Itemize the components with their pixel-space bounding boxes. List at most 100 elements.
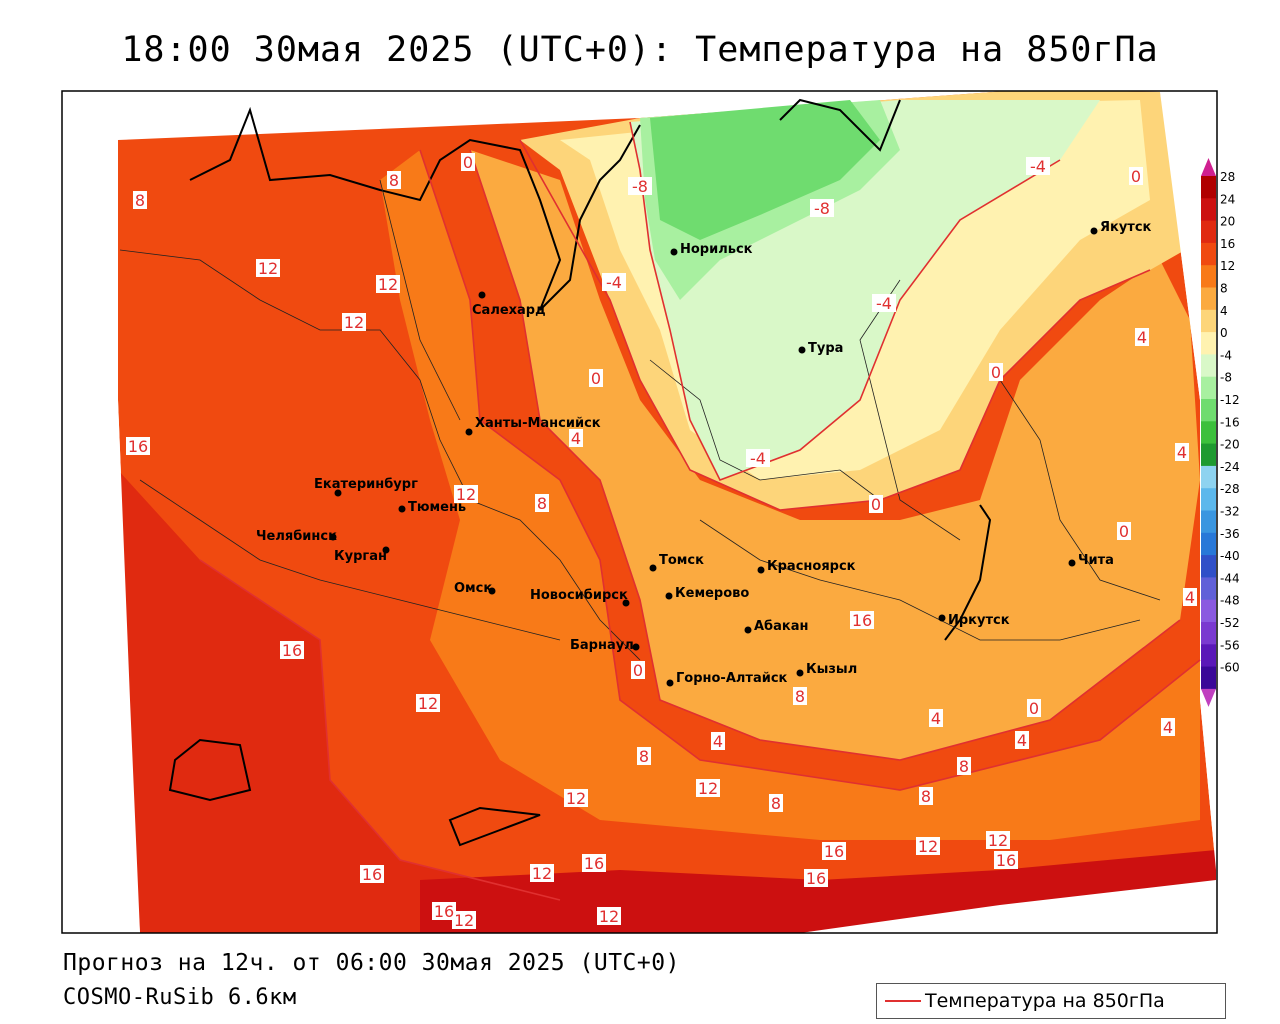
colorbar-tick-label: 24	[1220, 192, 1235, 206]
city-label: Омск	[454, 581, 492, 596]
colorbar-top-arrow	[1201, 158, 1216, 176]
colorbar-tick-label: 20	[1220, 215, 1235, 229]
colorbar-swatch	[1201, 622, 1216, 645]
isotherm-label: 4	[1137, 328, 1147, 347]
isotherm-label-bg	[589, 369, 603, 387]
isotherm-label-bg	[454, 485, 478, 503]
isotherm-label-bg	[1027, 699, 1041, 717]
isotherm-label: 16	[282, 641, 302, 660]
isotherm-label-bg	[376, 275, 400, 293]
city-label: Якутск	[1100, 220, 1152, 235]
colorbar-swatch	[1201, 421, 1216, 445]
city-label: Иркутск	[948, 613, 1010, 628]
colorbar-swatch	[1201, 443, 1216, 467]
colorbar-tick-label: 8	[1220, 282, 1228, 296]
isotherm-label-bg	[1175, 443, 1189, 461]
isotherm-label: 12	[988, 831, 1008, 850]
isotherm-label-bg	[916, 837, 940, 855]
colorbar-tick-label: -4	[1220, 348, 1232, 362]
isotherm-label-bg	[810, 199, 834, 217]
colorbar-bottom-arrow	[1201, 688, 1216, 707]
isotherm-label-bg	[1161, 718, 1175, 736]
isotherm-label: 12	[456, 485, 476, 504]
isotherm-label-bg	[461, 153, 475, 171]
colorbar-tick-label: -36	[1220, 527, 1240, 541]
isotherm-label-bg	[569, 429, 583, 447]
colorbar-swatch	[1201, 287, 1216, 311]
isotherm-label-bg	[133, 191, 147, 209]
isotherm-label: 4	[1163, 718, 1173, 737]
city-label: Челябинск	[256, 529, 337, 544]
isotherm-label-bg	[872, 294, 896, 312]
colorbar-tick-label: -24	[1220, 460, 1240, 474]
isotherm-label-bg	[416, 694, 440, 712]
isotherm-labels: 880-8-8-4-4012121204-4-40041616121288404…	[126, 153, 1197, 930]
city-label: Курган	[334, 549, 387, 564]
isotherm-label: 16	[852, 611, 872, 630]
colorbar-swatch	[1201, 644, 1216, 668]
isotherm-label: 12	[258, 259, 278, 278]
colorbar-tick-label: -12	[1220, 393, 1240, 407]
isotherm-label: -4	[750, 449, 766, 468]
coastline	[168, 98, 992, 847]
isotherm-label-bg	[1026, 157, 1050, 175]
colorbar-tick-label: 0	[1220, 326, 1228, 340]
isotherm-label: 12	[532, 864, 552, 883]
colorbar-swatch	[1201, 488, 1216, 511]
isotherm-label-bg	[637, 747, 651, 765]
isotherm-label-bg	[631, 661, 645, 679]
colorbar-swatch	[1201, 354, 1216, 378]
colorbar-swatch	[1201, 309, 1216, 333]
city-label: Тюмень	[408, 500, 466, 515]
colorbar-swatch	[1201, 465, 1216, 489]
isotherm-label: 0	[991, 363, 1001, 382]
page-title: 18:00 30мая 2025 (UTC+0): Температура на…	[121, 30, 1159, 70]
isotherm-label: -4	[1030, 157, 1046, 176]
isotherm-label: 4	[571, 429, 581, 448]
city-markers: Якутск Норильск Салехард Тура Ханты-Манс…	[256, 220, 1152, 687]
isotherm-label-bg	[1183, 588, 1197, 606]
isotherm-label: 4	[1017, 731, 1027, 750]
isotherm-label-bg	[696, 779, 720, 797]
colorbar-swatch	[1201, 376, 1216, 400]
isotherm-label: 8	[537, 494, 547, 513]
isotherm-label: 12	[418, 694, 438, 713]
isotherm-label: 0	[591, 369, 601, 388]
isotherm-label: -8	[632, 177, 648, 196]
isotherm-label: 4	[713, 732, 723, 751]
isotherm-label: 8	[959, 757, 969, 776]
isotherm-label: 0	[1029, 699, 1039, 718]
colorbar-swatch	[1201, 176, 1216, 199]
isotherm-label-bg	[452, 911, 476, 929]
isotherm-label: 12	[378, 275, 398, 294]
city-label: Ханты-Мансийск	[475, 416, 601, 431]
colorbar-tick-label: 28	[1220, 170, 1235, 184]
isotherm-label: 16	[996, 851, 1016, 870]
isotherm-label-bg	[530, 864, 554, 882]
colorbar-swatch	[1201, 510, 1216, 534]
isotherm-label-bg	[919, 787, 933, 805]
colorbar-tick-label: -60	[1220, 661, 1240, 675]
temperature-map: Якутск Норильск Салехард Тура Ханты-Манс…	[61, 90, 1240, 934]
isotherm-label: 8	[771, 794, 781, 813]
colorbar-tick-label: -32	[1220, 505, 1240, 519]
forecast-field	[118, 91, 1216, 933]
isotherm-label: 12	[698, 779, 718, 798]
isotherm-label-bg	[929, 709, 943, 727]
isotherm-label: 8	[921, 787, 931, 806]
isotherm-label-bg	[1117, 522, 1131, 540]
colorbar-tick-label: -20	[1220, 438, 1240, 452]
isotherm-label: 0	[633, 661, 643, 680]
city-label: Томск	[659, 553, 704, 568]
colorbar-swatch	[1201, 599, 1216, 623]
isotherm-label: 0	[1131, 167, 1141, 186]
isotherm-label: 0	[1119, 522, 1129, 541]
colorbar-tick-label: 4	[1220, 304, 1228, 318]
isotherm-label-bg	[986, 831, 1010, 849]
forecast-info: Прогноз на 12ч. от 06:00 30мая 2025 (UTC…	[63, 950, 680, 976]
colorbar-tick-label: -56	[1220, 638, 1240, 652]
isotherm-label-bg	[769, 794, 783, 812]
city-label: Кызыл	[806, 662, 857, 677]
legend-box: Температура на 850гПа	[876, 983, 1226, 1019]
isotherm-label: 12	[918, 837, 938, 856]
